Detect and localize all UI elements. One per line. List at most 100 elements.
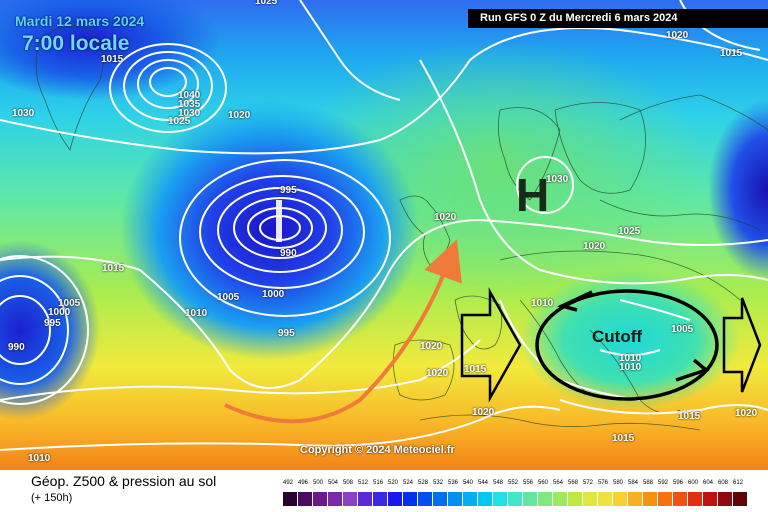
scale-swatch xyxy=(643,492,657,506)
isobar-label: 990 xyxy=(280,248,297,259)
isobar-label: 1035 xyxy=(178,99,201,110)
isobar-label: 1020 xyxy=(420,341,443,352)
isobar-label: 1025 xyxy=(168,116,191,127)
isobar-label: 990 xyxy=(8,342,25,353)
scale-label: 512 xyxy=(358,480,369,486)
isobar-label: 1025 xyxy=(255,0,278,7)
local-time: 7:00 locale xyxy=(22,32,130,55)
scale-swatch xyxy=(478,492,492,506)
scale-swatch xyxy=(688,492,702,506)
isobar-label: 1010 xyxy=(619,353,642,364)
scale-swatch xyxy=(463,492,477,506)
isobar-label: 1025 xyxy=(618,226,641,237)
isobar-label: 1005 xyxy=(58,298,81,309)
scale-label: 552 xyxy=(508,480,519,486)
isobar-label: 1005 xyxy=(671,324,694,335)
copyright: Copyright © 2024 Meteociel.fr xyxy=(300,444,455,456)
isobar-label: 1005 xyxy=(217,292,240,303)
scale-label: 532 xyxy=(433,480,444,486)
isobar-label: 1020 xyxy=(472,407,495,418)
isobar-label: 1030 xyxy=(546,174,569,185)
geopotential-trough-east xyxy=(708,100,768,280)
isobar-label: 1010 xyxy=(531,298,554,309)
scale-swatch xyxy=(703,492,717,506)
isobar-label: 1030 xyxy=(12,108,35,119)
scale-label: 612 xyxy=(733,480,744,486)
scale-swatch xyxy=(613,492,627,506)
scale-swatch xyxy=(718,492,732,506)
isobar-label: 1020 xyxy=(666,30,689,41)
scale-swatch xyxy=(373,492,387,506)
scale-swatch xyxy=(538,492,552,506)
scale-swatch xyxy=(403,492,417,506)
isobar-label: 1000 xyxy=(262,289,285,300)
high-pressure-label: H xyxy=(516,169,550,221)
scale-label: 528 xyxy=(418,480,429,486)
scale-label: 588 xyxy=(643,480,654,486)
scale-label: 520 xyxy=(388,480,399,486)
scale-label: 592 xyxy=(658,480,669,486)
isobar-label: 995 xyxy=(278,328,295,339)
scale-swatch xyxy=(628,492,642,506)
run-info: Run GFS 0 Z du Mercredi 6 mars 2024 xyxy=(468,9,768,28)
scale-swatch xyxy=(328,492,342,506)
isobar-label: 1015 xyxy=(464,364,487,375)
cutoff-circulation xyxy=(535,289,719,401)
scale-swatch xyxy=(343,492,357,506)
scale-swatch xyxy=(433,492,447,506)
isobar-label: 1010 xyxy=(28,453,51,464)
geopotential-trough-atlantic xyxy=(120,100,420,360)
scale-swatch xyxy=(283,492,297,506)
scale-swatch xyxy=(568,492,582,506)
scale-swatch xyxy=(598,492,612,506)
scale-label: 564 xyxy=(553,480,564,486)
scale-label: 608 xyxy=(718,480,729,486)
scale-label: 544 xyxy=(478,480,489,486)
scale-swatch xyxy=(553,492,567,506)
scale-swatch xyxy=(493,492,507,506)
scale-label: 596 xyxy=(673,480,684,486)
scale-label: 496 xyxy=(298,480,309,486)
scale-label: 604 xyxy=(703,480,714,486)
isobar-label: 1020 xyxy=(434,212,457,223)
scale-swatch xyxy=(523,492,537,506)
map-title: Géop. Z500 & pression au sol xyxy=(31,473,217,489)
scale-label: 524 xyxy=(403,480,414,486)
legend-footer: Géop. Z500 & pression au sol (+ 150h) 49… xyxy=(0,470,768,512)
scale-swatch xyxy=(583,492,597,506)
scale-swatch xyxy=(673,492,687,506)
scale-label: 504 xyxy=(328,480,339,486)
scale-label: 572 xyxy=(583,480,594,486)
forecast-lead: (+ 150h) xyxy=(31,492,73,504)
cutoff-label: Cutoff xyxy=(592,327,643,346)
weather-map: Mardi 12 mars 2024 7:00 locale Run GFS 0… xyxy=(0,0,768,470)
isobar-label: 1020 xyxy=(426,368,449,379)
warm-flow-arrow xyxy=(224,239,462,424)
isobar-label: 995 xyxy=(44,318,61,329)
isobar-label: 995 xyxy=(280,185,297,196)
scale-swatch xyxy=(358,492,372,506)
scale-label: 568 xyxy=(568,480,579,486)
zonal-flow-arrow-west xyxy=(460,287,522,403)
scale-label: 560 xyxy=(538,480,549,486)
isobar-label: 1015 xyxy=(102,263,125,274)
scale-label: 536 xyxy=(448,480,459,486)
geopotential-trough-north xyxy=(0,0,220,100)
cutoff-arrow-west xyxy=(556,290,593,312)
isobar-label: 1040 xyxy=(178,90,201,101)
scale-label: 516 xyxy=(373,480,384,486)
scale-label: 492 xyxy=(283,480,294,486)
scale-label: 584 xyxy=(628,480,639,486)
scale-label: 580 xyxy=(613,480,624,486)
isobar-label: 1000 xyxy=(48,307,71,318)
low-centre-marker xyxy=(276,200,282,242)
scale-label: 500 xyxy=(313,480,324,486)
scale-swatch xyxy=(298,492,312,506)
zonal-flow-arrow-east xyxy=(722,297,762,393)
cutoff-arrow-east xyxy=(675,358,710,382)
isobar-label: 1015 xyxy=(678,411,701,422)
valid-date: Mardi 12 mars 2024 xyxy=(15,13,145,29)
map-canvas xyxy=(0,0,768,470)
scale-swatch xyxy=(658,492,672,506)
scale-label: 600 xyxy=(688,480,699,486)
